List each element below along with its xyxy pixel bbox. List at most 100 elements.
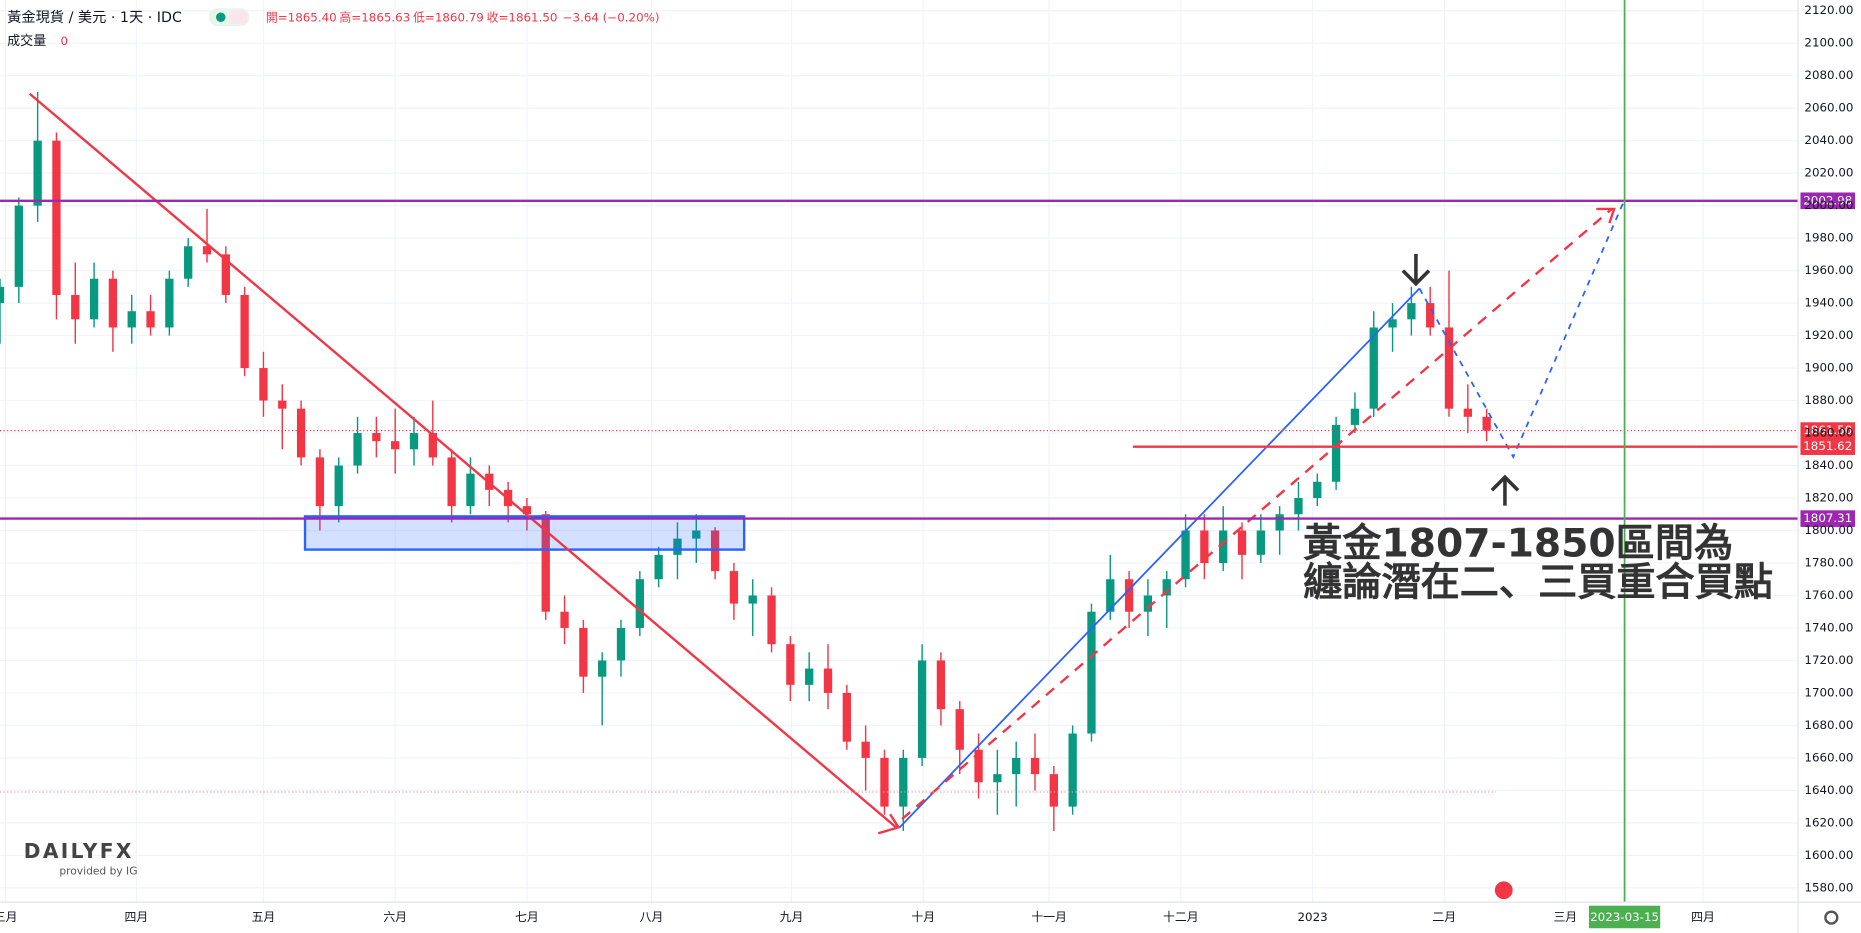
flag-icon[interactable] [1493,880,1514,901]
price-label: 1851.62 [1803,439,1852,453]
cursor-label-box [1588,905,1661,929]
x-tick-label: 十月 [911,910,935,924]
candle-body [1237,530,1247,555]
badge [230,10,247,24]
candle-body [296,408,306,458]
candle-body [635,579,644,628]
candle-body [184,246,193,279]
candle-body [1049,774,1058,807]
price-label-box [1800,192,1856,210]
y-tick-label: 1640.00 [1804,783,1853,797]
trend-line [899,287,1421,828]
trend-line [28,92,897,829]
y-tick-label: 1820.00 [1804,491,1853,505]
candles [0,91,1491,831]
candle-body [1200,530,1209,563]
candle-body [146,311,155,328]
candle-body [1087,611,1096,734]
candle-body [522,506,532,515]
settings-icon[interactable] [1824,910,1839,925]
arrow-up [1490,474,1520,506]
candle-body [0,286,5,304]
candle-body [165,278,174,328]
y-tick-label: 2060.00 [1804,101,1853,115]
candle-body [955,709,964,750]
candle-body [33,140,42,206]
y-tick-label: 2120.00 [1804,3,1853,17]
symbol-title: 黃金現貨 / 美元 · 1天 · IDC [7,9,182,26]
candle-body [428,433,437,458]
levels: 2002.98 1807.31 1851.62 1861.50 [0,0,1856,903]
y-tick-label: 1920.00 [1804,328,1853,342]
x-tick-label: 2023 [1297,910,1327,924]
candle-body [1294,498,1303,515]
x-tick-label: 二月 [1432,910,1456,924]
candle-body [823,668,833,693]
axes: 1580.00 1600.00 1620.00 1640.00 1660.00 1680.… [0,3,1853,929]
candle-body [315,457,325,507]
candle-body [993,774,1002,783]
candle-body [1012,757,1021,775]
cursor-label: 2023-03-15 [1590,910,1659,924]
y-tick-label: 1620.00 [1804,815,1853,829]
candle-body [334,465,343,507]
price-label-box [1800,422,1856,439]
candle-body [108,278,118,328]
x-tick-label: 四月 [125,910,149,924]
candle-body [692,530,701,539]
arrow-down [1401,254,1431,287]
candle-body [1162,579,1171,596]
volume-value: 0 [61,34,69,48]
x-tick-label: 七月 [515,910,539,924]
y-tick-label: 1700.00 [1804,685,1853,699]
candle-body [1350,408,1360,425]
x-tick-label: 十二月 [1163,910,1199,924]
candle-body [466,473,475,507]
candle-body [1124,579,1134,612]
y-tick-label: 2040.00 [1804,133,1853,147]
candle-body [372,433,381,442]
logo-sub: provided by IG [59,864,137,877]
ohlc-open: 開=1865.40 [266,10,337,24]
candle-body [861,741,870,758]
candle-body [52,140,61,295]
candle-body [14,205,23,287]
candle-body [541,514,550,612]
dashed-path [1418,201,1625,460]
candle-body [1331,424,1341,482]
candle-body [89,278,99,320]
y-tick-label: 1580.00 [1804,880,1853,894]
candle-body [1256,530,1265,555]
candle-body [1219,530,1228,563]
y-tick-label: 2080.00 [1804,68,1853,82]
price-label-box [1800,438,1856,455]
candle-body [748,595,757,604]
candle-body [240,294,249,369]
candle-body [1181,530,1190,580]
candle-body [447,457,456,507]
x-tick-label: 八月 [640,910,664,924]
x-tick-label: 四月 [1691,910,1715,924]
trend-arrow [877,813,901,835]
candle-body [579,627,588,677]
candle-body [729,571,739,604]
candle-body [391,441,400,450]
candle-body [805,668,814,685]
price-label: 1861.50 [1803,423,1852,437]
dashed-path [901,208,1613,820]
x-tick-label: 五月 [252,910,276,924]
y-tick-label: 1860.00 [1804,426,1853,440]
candle-body [1030,757,1040,775]
x-tick-label: 十一月 [1031,910,1067,924]
candle-body [767,595,776,645]
candle-body [1463,408,1472,417]
candle-body [786,644,795,685]
price-label-box [1800,510,1856,527]
candle-body [1444,327,1454,409]
candle-body [259,368,268,401]
x-tick-label: 三月 [1553,910,1577,924]
x-tick-label: 三月 [0,910,18,924]
ohlc-low: 低=1860.79 [413,10,484,24]
